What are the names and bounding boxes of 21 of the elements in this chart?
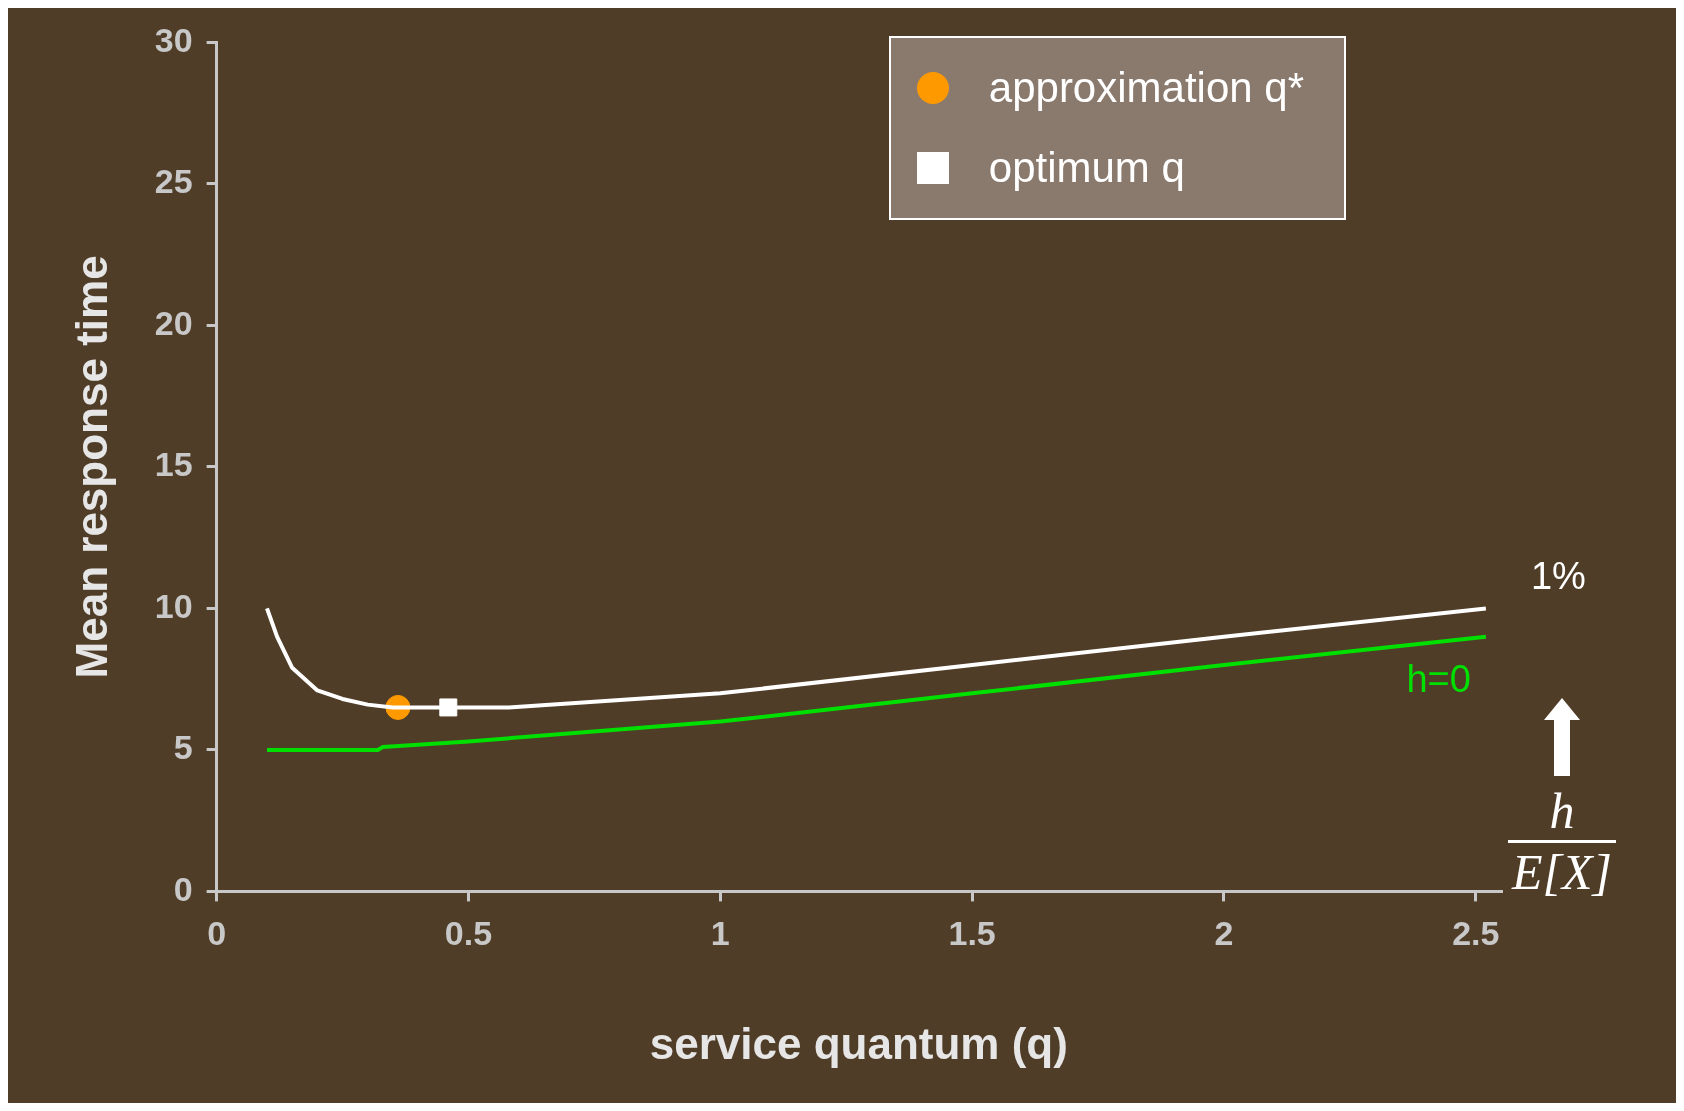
legend-label: approximation q*: [988, 64, 1304, 112]
text: E[X]: [1508, 840, 1616, 901]
x-tick-label: 2.5: [1452, 914, 1500, 953]
x-tick-label: 0: [207, 914, 227, 953]
x-tick-label: 1.5: [948, 914, 996, 953]
x-axis-title: service quantum (q): [649, 1018, 1068, 1068]
series-label: h=0: [1406, 658, 1471, 701]
y-tick-label: 10: [154, 586, 193, 625]
y-axis-title: Mean response time: [66, 255, 116, 679]
y-tick-label: 30: [154, 20, 193, 59]
y-tick-label: 5: [173, 728, 193, 767]
text: h: [1548, 782, 1576, 840]
x-tick-label: 0.5: [444, 914, 493, 953]
y-tick-label: 25: [154, 162, 193, 201]
y-tick-label: 0: [173, 869, 193, 908]
x-tick-label: 2: [1214, 914, 1234, 953]
y-tick-label: 20: [154, 303, 193, 342]
legend-label: optimum q: [988, 144, 1185, 192]
x-tick-label: 1: [710, 914, 730, 953]
y-tick-label: 15: [154, 445, 193, 484]
series-label: 1%: [1530, 554, 1586, 597]
